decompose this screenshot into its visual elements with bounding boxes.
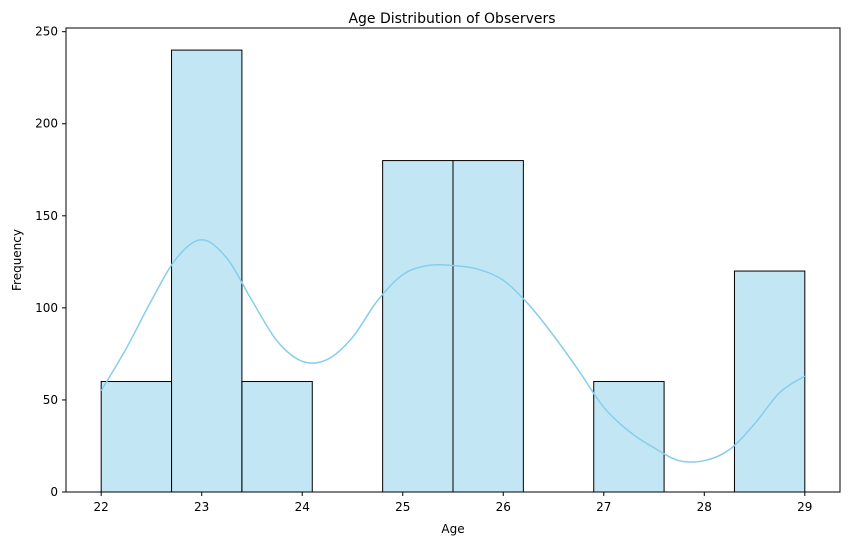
x-tick-label: 24: [295, 500, 310, 514]
x-tick-label: 22: [94, 500, 109, 514]
bars-group: [100, 49, 806, 493]
y-axis-label: Frequency: [10, 229, 24, 291]
y-tick-label: 100: [35, 301, 58, 315]
x-tick-label: 25: [395, 500, 410, 514]
x-tick-label: 26: [496, 500, 511, 514]
histogram-bar: [452, 160, 524, 493]
x-tick-label: 27: [596, 500, 611, 514]
y-tick-label: 50: [43, 393, 58, 407]
y-tick-label: 200: [35, 117, 58, 131]
histogram-bar: [171, 49, 243, 493]
y-tick-label: 250: [35, 25, 58, 39]
y-axis-ticks: 0 50 100 150 200 250: [35, 25, 66, 499]
histogram-bar: [241, 381, 313, 493]
x-tick-label: 23: [194, 500, 209, 514]
histogram-bar: [100, 381, 173, 493]
histogram-bar: [733, 270, 806, 493]
x-tick-label: 29: [797, 500, 812, 514]
y-tick-label: 0: [50, 485, 58, 499]
x-axis-ticks: 22 23 24 25 26 27 28 29: [94, 492, 812, 514]
histogram-bar: [593, 381, 665, 493]
chart-title: Age Distribution of Observers: [348, 11, 555, 27]
x-axis-label: Age: [441, 522, 464, 536]
y-tick-label: 150: [35, 209, 58, 223]
x-tick-label: 28: [697, 500, 712, 514]
kde-curve: [100, 238, 806, 463]
plot-frame: [65, 27, 841, 493]
histogram-bar: [382, 160, 454, 493]
